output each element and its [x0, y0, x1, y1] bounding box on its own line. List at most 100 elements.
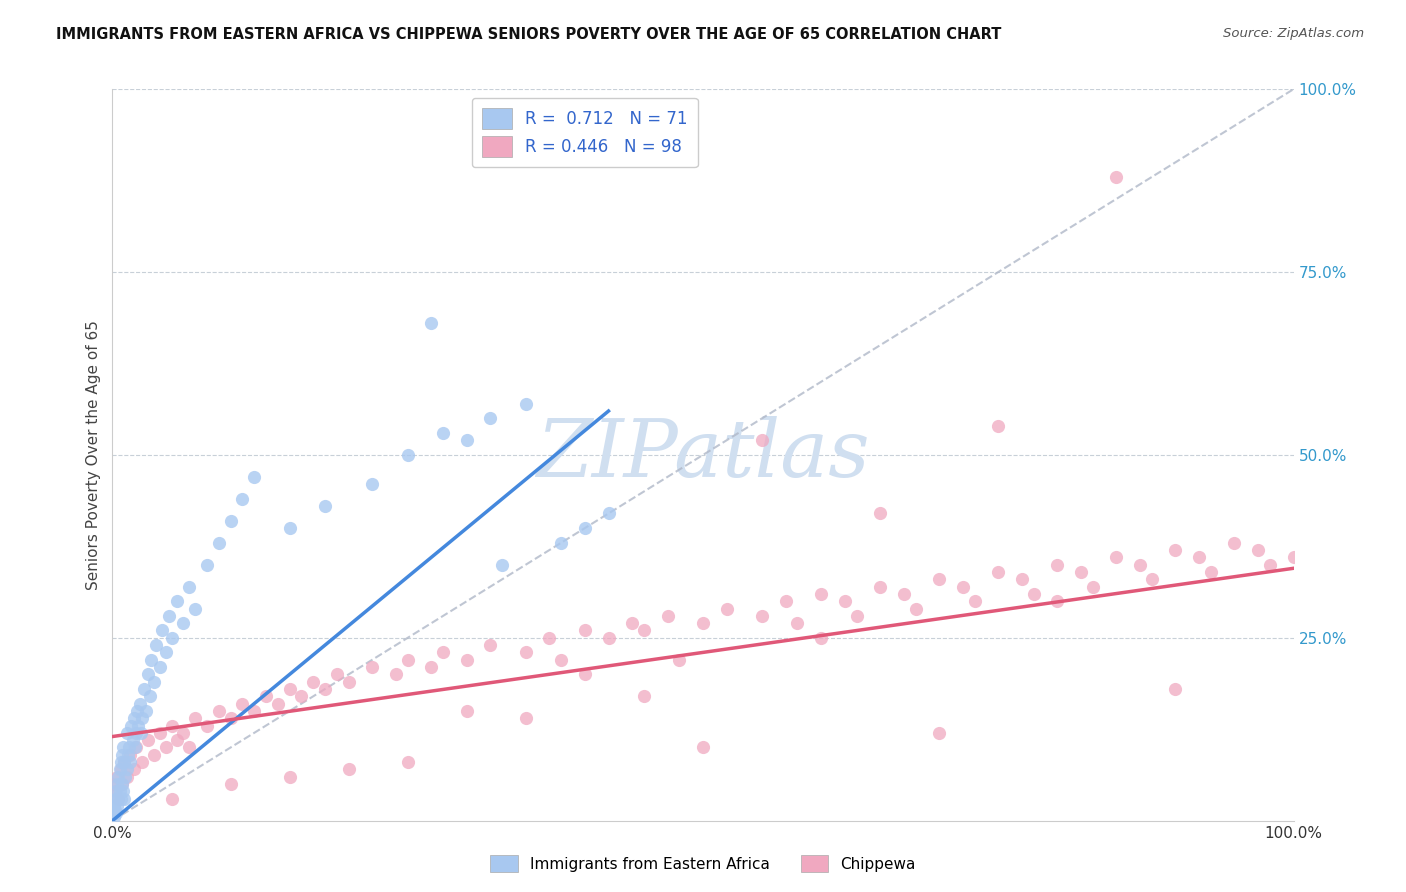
Point: [108, 784, 131, 798]
Point: [145, 638, 167, 652]
Point: [1081, 580, 1104, 594]
Point: [208, 535, 231, 549]
Point: [1140, 572, 1163, 586]
Point: [952, 580, 974, 594]
Point: [125, 726, 148, 740]
Point: [963, 594, 986, 608]
Point: [122, 763, 145, 777]
Point: [290, 690, 312, 704]
Point: [479, 638, 502, 652]
Point: [1046, 558, 1069, 572]
Point: [160, 791, 183, 805]
Point: [657, 608, 679, 623]
Point: [1164, 543, 1187, 558]
Point: [111, 777, 134, 791]
Point: [111, 777, 134, 791]
Point: [184, 711, 207, 725]
Point: [598, 631, 620, 645]
Point: [869, 580, 891, 594]
Point: [125, 740, 148, 755]
Point: [104, 791, 127, 805]
Point: [1022, 587, 1045, 601]
Point: [834, 594, 856, 608]
Point: [456, 653, 478, 667]
Point: [515, 397, 537, 411]
Point: [112, 755, 135, 769]
Point: [166, 594, 188, 608]
Point: [131, 755, 153, 769]
Point: [869, 507, 891, 521]
Point: [254, 690, 277, 704]
Point: [117, 747, 139, 762]
Point: [121, 733, 143, 747]
Point: [810, 631, 832, 645]
Point: [150, 624, 173, 638]
Point: [928, 726, 950, 740]
Y-axis label: Seniors Poverty Over the Age of 65: Seniors Poverty Over the Age of 65: [86, 320, 101, 590]
Point: [149, 660, 172, 674]
Point: [127, 718, 149, 732]
Point: [987, 418, 1010, 433]
Point: [124, 740, 146, 755]
Point: [110, 791, 132, 805]
Point: [110, 755, 132, 769]
Point: [574, 624, 596, 638]
Point: [1258, 558, 1281, 572]
Point: [112, 740, 135, 755]
Point: [633, 624, 655, 638]
Point: [314, 499, 336, 513]
Point: [107, 770, 129, 784]
Point: [120, 718, 142, 732]
Point: [1164, 681, 1187, 696]
Point: [1247, 543, 1270, 558]
Point: [129, 726, 152, 740]
Point: [112, 791, 135, 805]
Point: [142, 674, 165, 689]
Point: [515, 645, 537, 659]
Point: [110, 763, 132, 777]
Point: [751, 608, 773, 623]
Point: [104, 803, 127, 817]
Text: ZIPatlas: ZIPatlas: [536, 417, 870, 493]
Point: [385, 667, 408, 681]
Point: [278, 521, 301, 535]
Point: [101, 806, 124, 821]
Point: [149, 726, 172, 740]
Point: [219, 711, 242, 725]
Point: [302, 674, 325, 689]
Point: [122, 711, 145, 725]
Point: [361, 477, 384, 491]
Point: [115, 726, 138, 740]
Point: [105, 806, 128, 821]
Point: [142, 747, 165, 762]
Point: [105, 799, 128, 814]
Point: [231, 697, 253, 711]
Point: [845, 608, 868, 623]
Point: [107, 791, 129, 805]
Point: [155, 645, 177, 659]
Legend: R =  0.712   N = 71, R = 0.446   N = 98: R = 0.712 N = 71, R = 0.446 N = 98: [472, 97, 697, 167]
Point: [231, 491, 253, 506]
Point: [621, 616, 644, 631]
Point: [131, 711, 153, 725]
Point: [893, 587, 915, 601]
Point: [337, 763, 360, 777]
Point: [103, 799, 125, 814]
Point: [668, 653, 690, 667]
Point: [456, 704, 478, 718]
Point: [105, 784, 128, 798]
Point: [1188, 550, 1211, 565]
Point: [278, 770, 301, 784]
Point: [134, 681, 156, 696]
Point: [1199, 565, 1222, 579]
Point: [550, 535, 572, 549]
Point: [775, 594, 797, 608]
Point: [114, 770, 136, 784]
Point: [172, 616, 194, 631]
Point: [751, 434, 773, 448]
Point: [692, 616, 714, 631]
Point: [515, 711, 537, 725]
Point: [208, 704, 231, 718]
Point: [120, 755, 142, 769]
Point: [420, 316, 443, 330]
